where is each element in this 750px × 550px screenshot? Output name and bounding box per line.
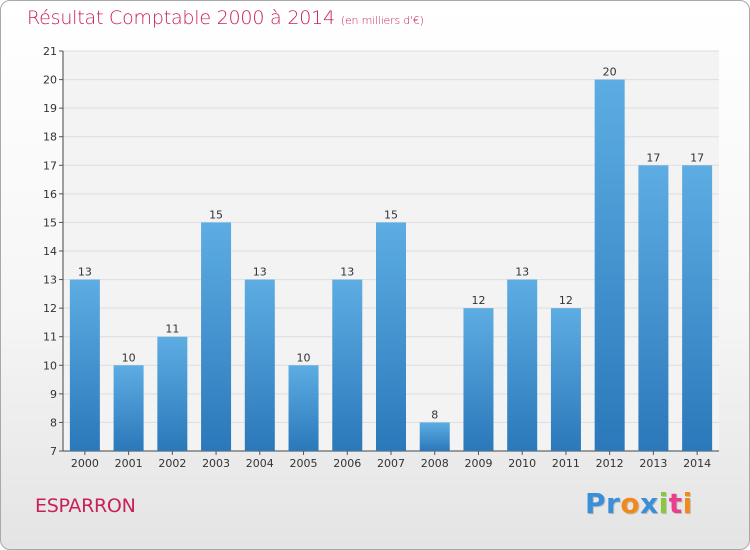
y-tick-label: 7 [50, 445, 57, 458]
y-tick-label: 19 [43, 102, 57, 115]
y-tick-label: 18 [43, 131, 57, 144]
x-tick-label: 2010 [508, 457, 536, 470]
x-tick-label: 2002 [158, 457, 186, 470]
bar-2008 [419, 422, 450, 451]
x-tick-label: 2001 [115, 457, 143, 470]
bar-2010 [507, 279, 538, 451]
x-tick-label: 2008 [421, 457, 449, 470]
logo-letter: o [620, 487, 641, 520]
bar-2001 [113, 365, 144, 451]
bar-2012 [594, 79, 625, 452]
data-label: 20 [603, 66, 617, 79]
y-tick-label: 8 [50, 416, 57, 429]
x-tick-label: 2005 [290, 457, 318, 470]
data-label: 10 [297, 351, 311, 364]
x-tick-label: 2000 [71, 457, 99, 470]
logo-letter: i [682, 487, 693, 520]
logo-letter: t [668, 487, 683, 520]
logo-letter: P [585, 487, 607, 520]
y-tick-label: 16 [43, 188, 57, 201]
bar-2013 [638, 165, 669, 452]
data-label: 15 [209, 208, 223, 221]
data-label: 11 [165, 323, 179, 336]
x-tick-label: 2003 [202, 457, 230, 470]
y-tick-label: 15 [43, 216, 57, 229]
chart-title: Résultat Comptable 2000 à 2014 (en millie… [27, 7, 424, 29]
bar-2011 [550, 308, 581, 451]
y-tick-label: 13 [43, 274, 57, 287]
y-tick-label: 9 [50, 388, 57, 401]
bar-2002 [157, 336, 188, 451]
y-tick-label: 12 [43, 302, 57, 315]
x-tick-label: 2013 [639, 457, 667, 470]
data-label: 12 [471, 294, 485, 307]
y-tick-label: 21 [43, 45, 57, 58]
data-label: 13 [78, 266, 92, 279]
proxiti-logo: Proxiti [585, 487, 693, 520]
bar-2006 [332, 279, 363, 451]
data-label: 15 [384, 208, 398, 221]
bar-2007 [376, 222, 406, 451]
x-tick-label: 2006 [333, 457, 361, 470]
bar-2004 [244, 279, 275, 451]
bar-2009 [463, 308, 494, 451]
data-label: 13 [340, 266, 354, 279]
y-tick-label: 20 [43, 74, 57, 87]
x-tick-label: 2014 [683, 457, 711, 470]
data-label: 12 [559, 294, 573, 307]
data-label: 10 [122, 351, 136, 364]
bar-2003 [201, 222, 232, 451]
bar-2014 [682, 165, 713, 452]
y-tick-label: 14 [43, 245, 57, 258]
y-tick-label: 10 [43, 359, 57, 372]
logo-letter: x [640, 487, 659, 520]
data-label: 17 [690, 151, 704, 164]
y-tick-label: 17 [43, 159, 57, 172]
x-tick-label: 2011 [552, 457, 580, 470]
bar-2005 [288, 365, 319, 451]
chart-title-text: Résultat Comptable 2000 à 2014 [27, 7, 335, 29]
data-label: 13 [515, 266, 529, 279]
chart-unit-label: (en milliers d'€) [340, 14, 424, 27]
y-tick-label: 11 [43, 331, 57, 344]
logo-letter: r [606, 487, 621, 520]
data-label: 17 [646, 151, 660, 164]
x-tick-label: 2004 [246, 457, 274, 470]
x-tick-label: 2007 [377, 457, 405, 470]
logo-letter: i [658, 487, 669, 520]
x-tick-label: 2012 [596, 457, 624, 470]
municipality-name: ESPARRON [35, 495, 136, 517]
data-label: 13 [253, 266, 267, 279]
x-tick-label: 2009 [464, 457, 492, 470]
data-label: 8 [431, 408, 438, 421]
bar-2000 [69, 279, 100, 451]
